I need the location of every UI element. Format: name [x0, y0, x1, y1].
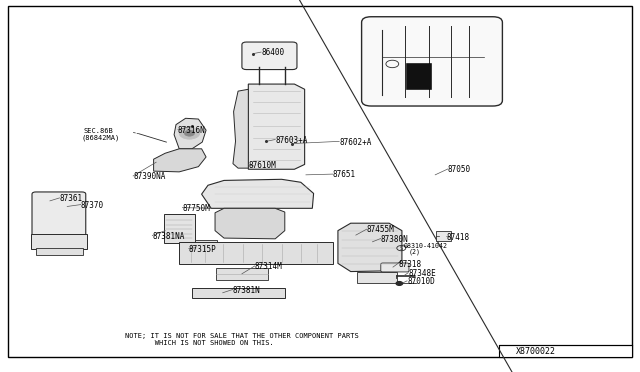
Bar	[357, 272, 397, 283]
Text: 87602+A: 87602+A	[339, 138, 372, 147]
Bar	[192, 288, 285, 298]
Text: 87381NA: 87381NA	[152, 232, 185, 241]
Bar	[31, 234, 87, 249]
Polygon shape	[338, 223, 402, 272]
Text: 87348E: 87348E	[408, 269, 436, 278]
Text: 87050: 87050	[448, 165, 471, 174]
Polygon shape	[202, 179, 314, 208]
Polygon shape	[248, 84, 305, 169]
Polygon shape	[215, 208, 285, 239]
Bar	[164, 214, 195, 243]
Circle shape	[396, 282, 403, 285]
Text: 87651: 87651	[333, 170, 356, 179]
Bar	[406, 63, 431, 89]
Text: SEC.86B: SEC.86B	[83, 128, 113, 134]
Text: 08310-41042: 08310-41042	[403, 243, 447, 248]
Text: (2): (2)	[408, 248, 420, 255]
Bar	[195, 240, 217, 251]
Text: S: S	[400, 246, 403, 251]
Text: 87315P: 87315P	[189, 245, 216, 254]
Polygon shape	[174, 118, 206, 149]
Circle shape	[179, 127, 200, 139]
Text: 87750M: 87750M	[182, 204, 210, 213]
FancyBboxPatch shape	[32, 192, 86, 237]
Text: X8700022: X8700022	[516, 347, 556, 356]
Text: WHICH IS NOT SHOWED ON THIS.: WHICH IS NOT SHOWED ON THIS.	[125, 340, 273, 346]
Text: 87455M: 87455M	[367, 225, 394, 234]
Bar	[179, 242, 333, 264]
Text: 87370: 87370	[81, 201, 104, 210]
Text: 87603+A: 87603+A	[275, 136, 308, 145]
Polygon shape	[499, 345, 632, 357]
Text: 86400: 86400	[261, 48, 284, 57]
FancyBboxPatch shape	[381, 263, 409, 272]
Bar	[216, 268, 268, 280]
Text: 87318: 87318	[398, 260, 421, 269]
Text: 87418: 87418	[447, 233, 470, 242]
Text: 87390NA: 87390NA	[133, 172, 166, 181]
Text: 87316N: 87316N	[178, 126, 205, 135]
Bar	[36, 248, 83, 255]
Text: 87314M: 87314M	[255, 262, 282, 271]
Text: 87380N: 87380N	[381, 235, 408, 244]
Text: 87010D: 87010D	[407, 277, 435, 286]
Text: 87381N: 87381N	[233, 286, 260, 295]
FancyBboxPatch shape	[242, 42, 297, 70]
Bar	[436, 231, 451, 241]
Text: NOTE; IT IS NOT FOR SALE THAT THE OTHER COMPONENT PARTS: NOTE; IT IS NOT FOR SALE THAT THE OTHER …	[125, 333, 358, 339]
Text: 87361: 87361	[60, 194, 83, 203]
Polygon shape	[154, 149, 206, 172]
Text: 87610M: 87610M	[248, 161, 276, 170]
Text: (86842MA): (86842MA)	[81, 134, 120, 141]
FancyBboxPatch shape	[362, 17, 502, 106]
Circle shape	[184, 130, 195, 136]
Polygon shape	[233, 89, 248, 168]
